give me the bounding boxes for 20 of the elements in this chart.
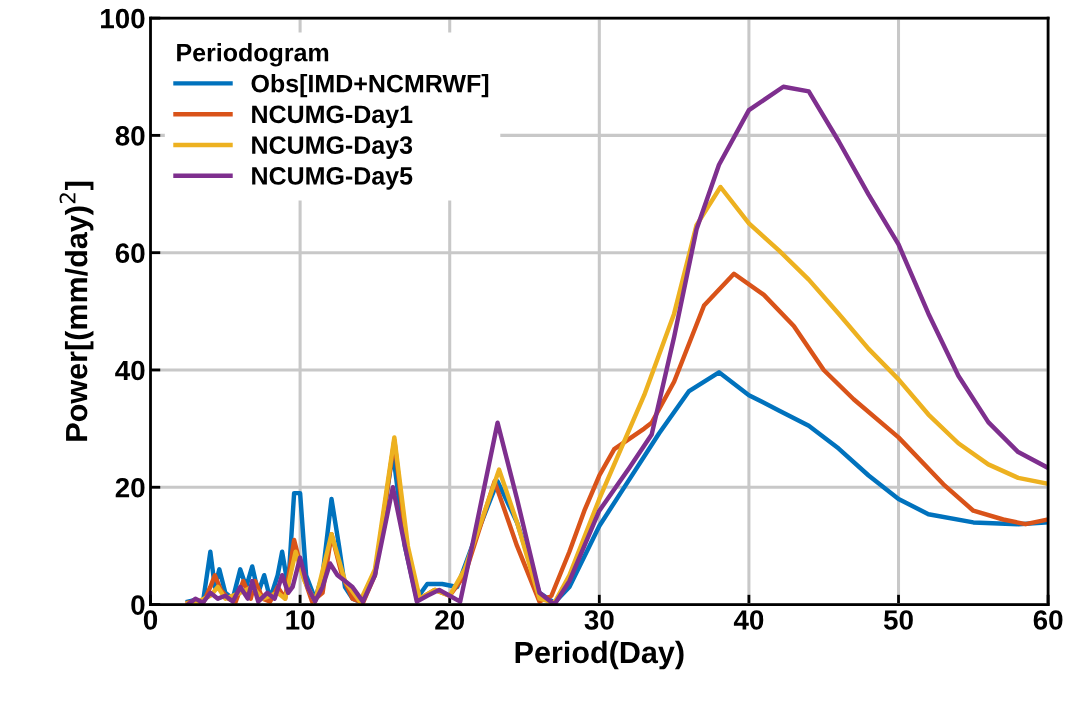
y-axis-title: Power[(mm/day)$^{2}$] bbox=[59, 181, 94, 441]
legend-label: NCUMG-Day5 bbox=[252, 167, 413, 190]
y-tick-label: 60 bbox=[115, 243, 145, 264]
legend-title: Periodogram bbox=[177, 43, 329, 67]
y-tick-label: 40 bbox=[115, 360, 145, 381]
y-tick-label: 0 bbox=[131, 595, 145, 615]
y-tick-label: 20 bbox=[115, 477, 145, 498]
x-tick-label: 40 bbox=[733, 610, 764, 630]
x-tick-label: 50 bbox=[883, 610, 913, 630]
x-tick-label: 10 bbox=[286, 610, 315, 630]
legend-label: Obs[IMD+NCMRWF] bbox=[251, 74, 489, 98]
x-tick-label: 30 bbox=[584, 610, 614, 630]
x-tick-label: 0 bbox=[143, 610, 158, 630]
y-tick-label: 80 bbox=[115, 126, 145, 146]
y-tick-label: 100 bbox=[101, 8, 145, 29]
x-axis-title: Period(Day) bbox=[515, 640, 684, 670]
x-tick-label: 60 bbox=[1033, 610, 1063, 630]
legend-label: NCUMG-Day3 bbox=[252, 136, 413, 159]
legend-label: NCUMG-Day1 bbox=[252, 105, 413, 129]
x-tick-label: 20 bbox=[435, 610, 465, 630]
